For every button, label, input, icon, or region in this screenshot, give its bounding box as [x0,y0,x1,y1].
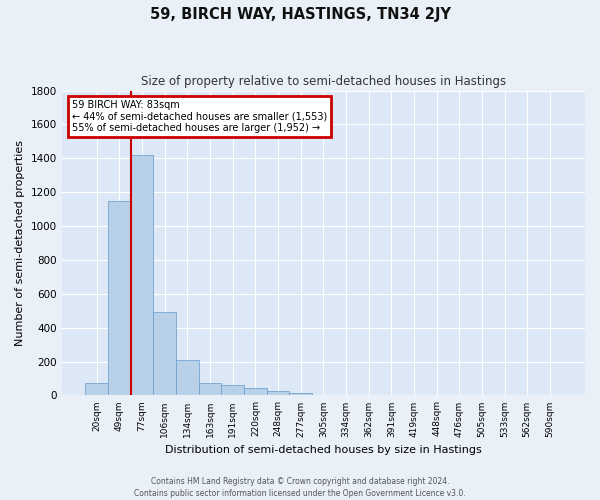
Bar [199,382,221,396]
Text: 59 BIRCH WAY: 83sqm
← 44% of semi-detached houses are smaller (1,553)
55% of sem: 59 BIRCH WAY: 83sqm ← 44% of semi-detach… [72,100,328,133]
Bar [108,200,131,396]
Bar [289,393,312,396]
Bar [85,382,108,396]
Bar [312,394,335,396]
Bar [176,360,199,396]
Text: 59, BIRCH WAY, HASTINGS, TN34 2JY: 59, BIRCH WAY, HASTINGS, TN34 2JY [149,8,451,22]
Bar [221,386,244,396]
Bar [131,155,154,396]
Text: Contains HM Land Registry data © Crown copyright and database right 2024.
Contai: Contains HM Land Registry data © Crown c… [134,476,466,498]
Bar [266,391,289,396]
X-axis label: Distribution of semi-detached houses by size in Hastings: Distribution of semi-detached houses by … [165,445,482,455]
Y-axis label: Number of semi-detached properties: Number of semi-detached properties [15,140,25,346]
Title: Size of property relative to semi-detached houses in Hastings: Size of property relative to semi-detach… [141,75,506,88]
Bar [244,388,266,396]
Bar [154,312,176,396]
